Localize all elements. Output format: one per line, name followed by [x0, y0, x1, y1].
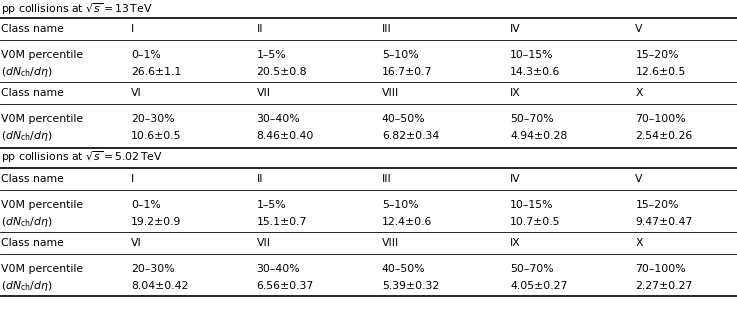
Text: III: III — [382, 174, 391, 184]
Text: II: II — [256, 24, 263, 34]
Text: 12.4±0.6: 12.4±0.6 — [382, 217, 432, 227]
Text: 30–40%: 30–40% — [256, 264, 300, 274]
Text: 40–50%: 40–50% — [382, 264, 425, 274]
Text: 9.47±0.47: 9.47±0.47 — [635, 217, 693, 227]
Text: VIII: VIII — [382, 238, 399, 248]
Text: $(dN_{\mathrm{ch}}/d\eta)$: $(dN_{\mathrm{ch}}/d\eta)$ — [1, 65, 53, 79]
Text: 2.54±0.26: 2.54±0.26 — [635, 131, 693, 141]
Text: 8.04±0.42: 8.04±0.42 — [131, 281, 189, 291]
Text: pp collisions at $\sqrt{s} = 5.02\,$TeV: pp collisions at $\sqrt{s} = 5.02\,$TeV — [1, 149, 164, 165]
Text: III: III — [382, 24, 391, 34]
Text: IX: IX — [510, 238, 521, 248]
Text: 0–1%: 0–1% — [131, 200, 161, 210]
Text: 1–5%: 1–5% — [256, 50, 286, 60]
Text: V: V — [635, 174, 643, 184]
Text: Class name: Class name — [1, 174, 64, 184]
Text: VII: VII — [256, 238, 270, 248]
Text: 50–70%: 50–70% — [510, 264, 553, 274]
Text: 0–1%: 0–1% — [131, 50, 161, 60]
Text: I: I — [131, 24, 134, 34]
Text: IX: IX — [510, 88, 521, 98]
Text: VIII: VIII — [382, 88, 399, 98]
Text: 19.2±0.9: 19.2±0.9 — [131, 217, 181, 227]
Text: X: X — [635, 88, 643, 98]
Text: 6.82±0.34: 6.82±0.34 — [382, 131, 439, 141]
Text: IV: IV — [510, 174, 521, 184]
Text: $(dN_{\mathrm{ch}}/d\eta)$: $(dN_{\mathrm{ch}}/d\eta)$ — [1, 129, 53, 143]
Text: 15–20%: 15–20% — [635, 200, 679, 210]
Text: 15.1±0.7: 15.1±0.7 — [256, 217, 307, 227]
Text: $(dN_{\mathrm{ch}}/d\eta)$: $(dN_{\mathrm{ch}}/d\eta)$ — [1, 279, 53, 293]
Text: VI: VI — [131, 238, 142, 248]
Text: 6.56±0.37: 6.56±0.37 — [256, 281, 314, 291]
Text: 14.3±0.6: 14.3±0.6 — [510, 67, 560, 77]
Text: 10.7±0.5: 10.7±0.5 — [510, 217, 561, 227]
Text: 5–10%: 5–10% — [382, 50, 419, 60]
Text: 10–15%: 10–15% — [510, 200, 553, 210]
Text: 20–30%: 20–30% — [131, 114, 175, 124]
Text: 50–70%: 50–70% — [510, 114, 553, 124]
Text: 10–15%: 10–15% — [510, 50, 553, 60]
Text: 20–30%: 20–30% — [131, 264, 175, 274]
Text: V0M percentile: V0M percentile — [1, 200, 83, 210]
Text: Class name: Class name — [1, 88, 64, 98]
Text: 1–5%: 1–5% — [256, 200, 286, 210]
Text: $(dN_{\mathrm{ch}}/d\eta)$: $(dN_{\mathrm{ch}}/d\eta)$ — [1, 215, 53, 229]
Text: VI: VI — [131, 88, 142, 98]
Text: 40–50%: 40–50% — [382, 114, 425, 124]
Text: 10.6±0.5: 10.6±0.5 — [131, 131, 182, 141]
Text: I: I — [131, 174, 134, 184]
Text: V0M percentile: V0M percentile — [1, 114, 83, 124]
Text: pp collisions at $\sqrt{s} = 13\,$TeV: pp collisions at $\sqrt{s} = 13\,$TeV — [1, 1, 153, 17]
Text: 15–20%: 15–20% — [635, 50, 679, 60]
Text: 5.39±0.32: 5.39±0.32 — [382, 281, 439, 291]
Text: 20.5±0.8: 20.5±0.8 — [256, 67, 307, 77]
Text: 12.6±0.5: 12.6±0.5 — [635, 67, 685, 77]
Text: 2.27±0.27: 2.27±0.27 — [635, 281, 693, 291]
Text: Class name: Class name — [1, 24, 64, 34]
Text: VII: VII — [256, 88, 270, 98]
Text: 16.7±0.7: 16.7±0.7 — [382, 67, 432, 77]
Text: 30–40%: 30–40% — [256, 114, 300, 124]
Text: 4.05±0.27: 4.05±0.27 — [510, 281, 567, 291]
Text: 4.94±0.28: 4.94±0.28 — [510, 131, 567, 141]
Text: V0M percentile: V0M percentile — [1, 264, 83, 274]
Text: X: X — [635, 238, 643, 248]
Text: 8.46±0.40: 8.46±0.40 — [256, 131, 314, 141]
Text: 26.6±1.1: 26.6±1.1 — [131, 67, 181, 77]
Text: II: II — [256, 174, 263, 184]
Text: V: V — [635, 24, 643, 34]
Text: 5–10%: 5–10% — [382, 200, 419, 210]
Text: 70–100%: 70–100% — [635, 114, 686, 124]
Text: 70–100%: 70–100% — [635, 264, 686, 274]
Text: V0M percentile: V0M percentile — [1, 50, 83, 60]
Text: IV: IV — [510, 24, 521, 34]
Text: Class name: Class name — [1, 238, 64, 248]
